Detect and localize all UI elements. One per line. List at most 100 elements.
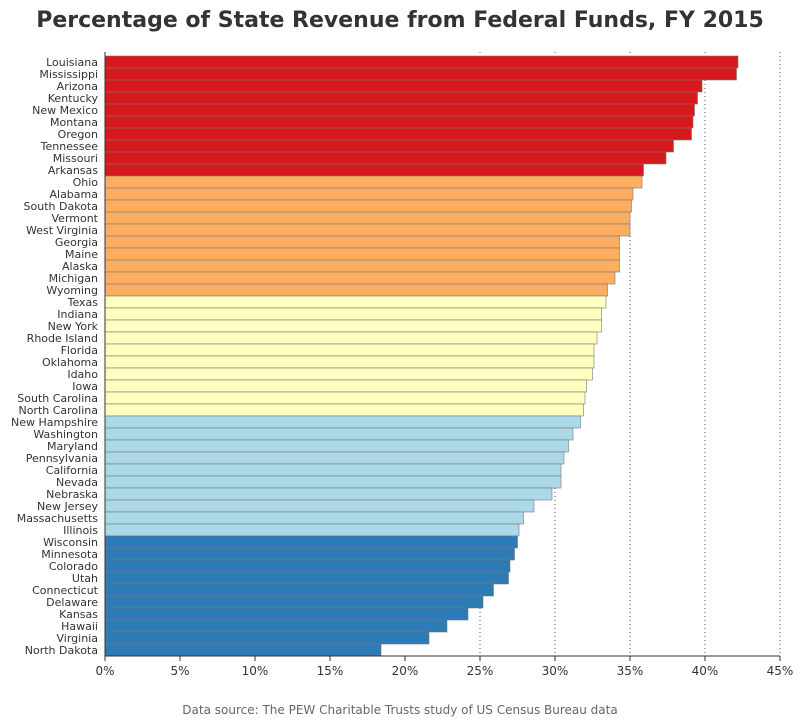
bars [104,55,739,657]
category-label: Iowa [72,380,98,393]
category-label: North Dakota [25,644,98,657]
bar [104,391,586,405]
category-label: Montana [50,116,98,129]
x-tick-label: 5% [170,664,189,678]
category-label: Wisconsin [43,536,98,549]
category-label: West Virginia [26,224,98,237]
bar [104,451,565,465]
category-label: Wyoming [46,284,98,297]
source-note: Data source: The PEW Charitable Trusts s… [182,703,618,717]
x-tick-label: 35% [617,664,644,678]
category-label: New Jersey [37,500,99,513]
bar [104,79,703,93]
x-tick-label: 25% [467,664,494,678]
bar [104,295,607,309]
category-label: South Dakota [24,200,98,213]
category-label: Nebraska [46,488,98,501]
bar [104,559,511,573]
bar [104,55,739,69]
bar [104,307,602,321]
category-label: Washington [33,428,98,441]
bar [104,259,620,273]
x-tick-label: 45% [767,664,794,678]
category-label: North Carolina [18,404,98,417]
bar [104,127,692,141]
x-tick-label: 10% [242,664,269,678]
bar [104,163,644,177]
category-label: Nevada [56,476,98,489]
category-label: Virginia [57,632,98,645]
category-label: Ohio [73,176,99,189]
bar [104,115,694,129]
category-label: South Carolina [17,392,98,405]
category-label: Massachusetts [17,512,99,525]
bar [104,427,574,441]
bar [104,631,430,645]
category-label: New York [48,320,99,333]
bar [104,619,448,633]
bar [104,511,524,525]
category-label: Minnesota [41,548,98,561]
bar [104,547,515,561]
bar [104,439,569,453]
x-tick-label: 15% [317,664,344,678]
category-label: Michigan [49,272,98,285]
category-label: Maine [65,248,98,261]
category-label: Pennsylvania [26,452,98,465]
x-tick-label: 30% [542,664,569,678]
category-label: Hawaii [61,620,98,633]
bar [104,583,494,597]
category-label: Indiana [57,308,98,321]
category-label: Georgia [55,236,98,249]
chart-title: Percentage of State Revenue from Federal… [36,8,764,33]
x-tick-label: 20% [392,664,419,678]
bar [104,151,667,165]
bar [104,643,382,657]
category-label: Mississippi [39,68,98,81]
category-label: Alabama [49,188,98,201]
bar [104,91,698,105]
category-label: California [46,464,98,477]
bar [104,235,620,249]
bar [104,247,620,261]
category-label: Delaware [46,596,98,609]
category-label: Utah [72,572,98,585]
category-label: Missouri [53,152,98,165]
bar [104,67,737,81]
bar [104,103,695,117]
bar [104,571,509,585]
bar [104,415,581,429]
bar [104,331,598,345]
bar [104,367,593,381]
category-label: Oklahoma [42,356,98,369]
bar [104,175,643,189]
x-tick-label: 40% [692,664,719,678]
category-label: Vermont [52,212,99,225]
category-label: Idaho [67,368,98,381]
bar [104,355,595,369]
bar [104,139,674,153]
x-axis: 0% 5% 10% 15% 20% 25% 30% 35% 40% 45% [95,52,793,678]
category-label: Colorado [49,560,98,573]
category-label: Connecticut [32,584,99,597]
category-label: Florida [61,344,98,357]
bar [104,523,520,537]
bar [104,499,535,513]
category-label: Texas [67,296,99,309]
bar [104,379,587,393]
category-label: Rhode Island [27,332,98,345]
category-label: Kansas [59,608,98,621]
bar [104,223,631,237]
bar [104,283,608,297]
category-label: Oregon [58,128,98,141]
category-label: Kentucky [48,92,99,105]
bar [104,535,518,549]
category-label: New Mexico [32,104,98,117]
bar [104,319,602,333]
category-label: Arkansas [48,164,98,177]
x-tick-label: 0% [95,664,114,678]
bar [104,475,562,489]
bar [104,199,632,213]
